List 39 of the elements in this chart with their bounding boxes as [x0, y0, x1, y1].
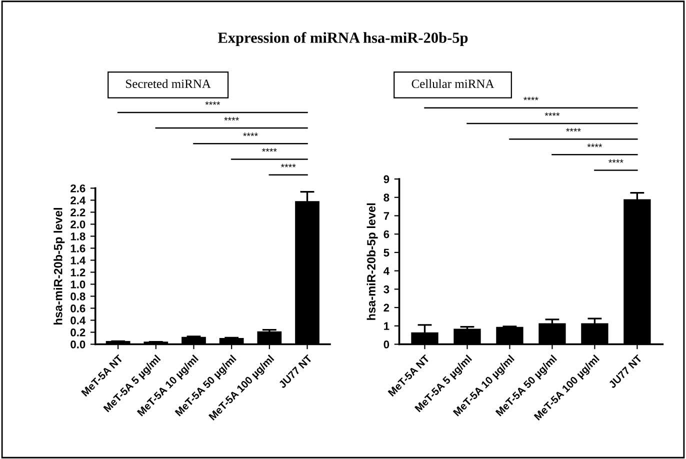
y-tick-label: 0.4 [70, 316, 86, 324]
text: **** [243, 132, 258, 136]
y-tick-label: 2 [384, 304, 390, 312]
text: **** [544, 112, 560, 116]
y-tick-label: 4 [384, 267, 390, 275]
y-tick-label: 0.6 [70, 304, 86, 312]
text: **** [608, 159, 624, 163]
y-tick-label: 0.2 [70, 328, 86, 336]
y-axis-title: hsa-miR-20b-5p level [54, 208, 65, 324]
y-tick-label: 0.8 [70, 292, 86, 300]
text: **** [224, 117, 239, 120]
y-tick-label: 2.4 [70, 196, 86, 204]
y-tick-label: 6 [384, 230, 390, 238]
text: **** [587, 144, 602, 148]
chart-title: Expression of miRNA hsa-miR-20b-5p [218, 32, 468, 46]
y-tick-label: 2.0 [70, 220, 86, 228]
y-tick-label: 5 [384, 248, 390, 257]
y-tick-label: 1.4 [70, 256, 86, 264]
text: **** [205, 101, 220, 105]
y-tick-label: 2.2 [70, 208, 86, 216]
y-tick-label: 1.8 [70, 232, 86, 240]
chart-subtitle: Secreted miRNA [126, 79, 211, 88]
text: **** [280, 164, 296, 168]
y-axis-title: hsa-miR-20b-5p level [366, 203, 378, 320]
y-tick-label: 1 [384, 322, 390, 330]
y-tick-label: 2.6 [70, 184, 86, 192]
y-tick-label: 1.6 [70, 244, 86, 252]
chart-subtitle: Cellular miRNA [412, 79, 494, 88]
y-tick-label: 9 [384, 175, 390, 184]
y-tick-label: 0.0 [70, 340, 86, 348]
y-tick-label: 8 [384, 194, 390, 202]
text: **** [262, 148, 277, 152]
y-tick-label: 7 [384, 212, 390, 220]
y-tick-label: 0 [384, 340, 390, 348]
y-tick-label: 1.0 [70, 280, 86, 288]
text: **** [524, 96, 538, 100]
text: **** [566, 128, 581, 132]
y-tick-label: 1.2 [70, 268, 86, 276]
y-tick-label: 3 [384, 285, 390, 294]
